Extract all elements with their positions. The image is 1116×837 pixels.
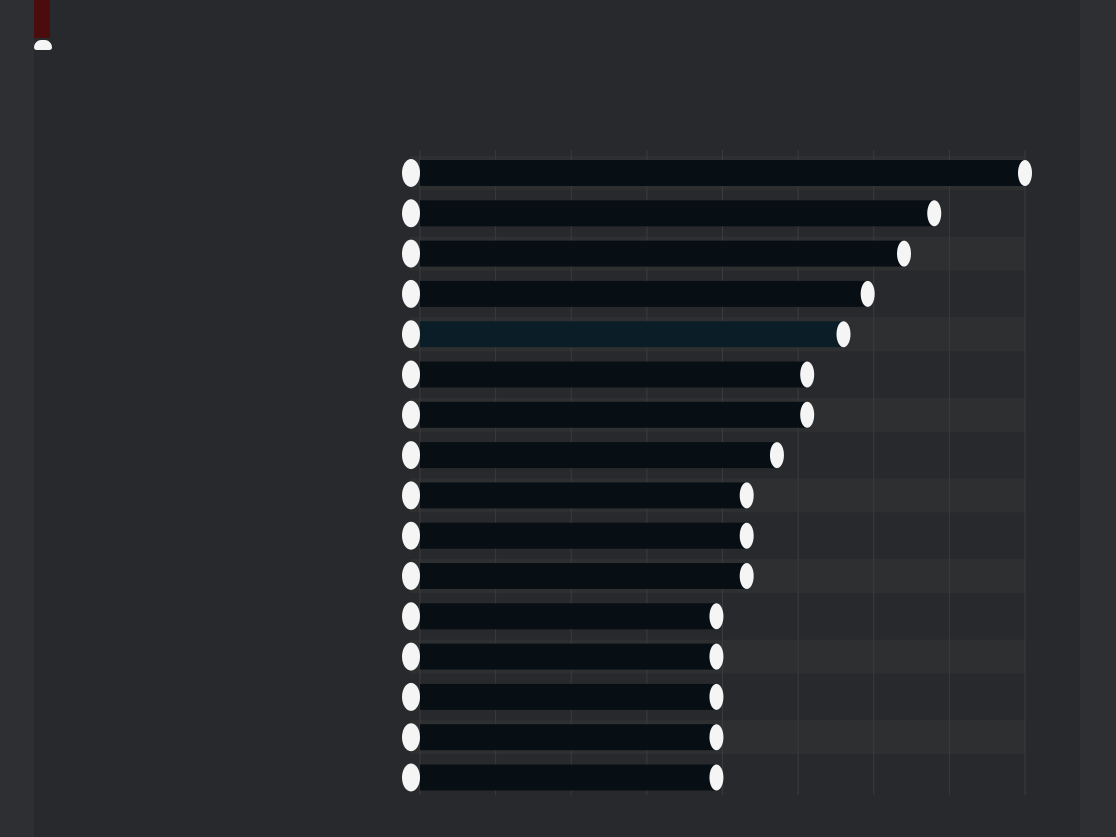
bar-end-marker (800, 401, 815, 428)
bar-end-marker (709, 683, 724, 710)
bar-start-marker (402, 521, 420, 550)
bar (420, 280, 868, 307)
accent-bar (34, 0, 50, 38)
bar (420, 442, 777, 469)
bar (420, 401, 808, 428)
bar-end-marker (709, 764, 724, 791)
bar-end-marker (709, 643, 724, 670)
bar-start-marker (402, 642, 420, 671)
bar-end-marker (1018, 160, 1032, 186)
bar-end-marker (739, 482, 754, 509)
bar (420, 683, 717, 710)
bar-start-marker (402, 360, 420, 389)
bar (420, 200, 935, 227)
bar-start-marker (402, 682, 420, 711)
bar-end-marker (709, 603, 724, 630)
header-bullet-icon (34, 40, 52, 50)
bar-end-marker (860, 280, 875, 307)
bar-end-marker (800, 361, 815, 388)
bar-start-marker (402, 763, 420, 792)
bar-start-marker (402, 199, 420, 228)
bar (420, 724, 717, 751)
bar-end-marker (709, 724, 724, 751)
bar-end-marker (836, 321, 851, 348)
bar-start-marker (402, 159, 420, 187)
bar-end-marker (739, 563, 754, 589)
bar (420, 321, 844, 348)
bar (420, 160, 1025, 186)
bar-start-marker (402, 723, 420, 752)
bar-start-marker (402, 562, 420, 590)
bar (420, 603, 717, 630)
bar (420, 764, 717, 791)
bar-end-marker (897, 240, 911, 267)
bar-start-marker (402, 441, 420, 470)
bar (420, 643, 717, 670)
bar-start-marker (402, 481, 420, 510)
bar-start-marker (402, 602, 420, 631)
bar-end-marker (769, 442, 784, 469)
bar (420, 522, 747, 549)
bar-start-marker (402, 320, 420, 349)
bar-start-marker (402, 400, 420, 429)
bar-end-marker (927, 200, 942, 227)
bar-start-marker (402, 239, 420, 268)
left-rail (0, 0, 34, 837)
bar (420, 240, 904, 267)
right-rail (1080, 0, 1116, 837)
bar (420, 482, 747, 509)
bar (420, 361, 808, 388)
bar-start-marker (402, 279, 420, 308)
bar (420, 563, 747, 589)
bar-end-marker (739, 522, 754, 549)
